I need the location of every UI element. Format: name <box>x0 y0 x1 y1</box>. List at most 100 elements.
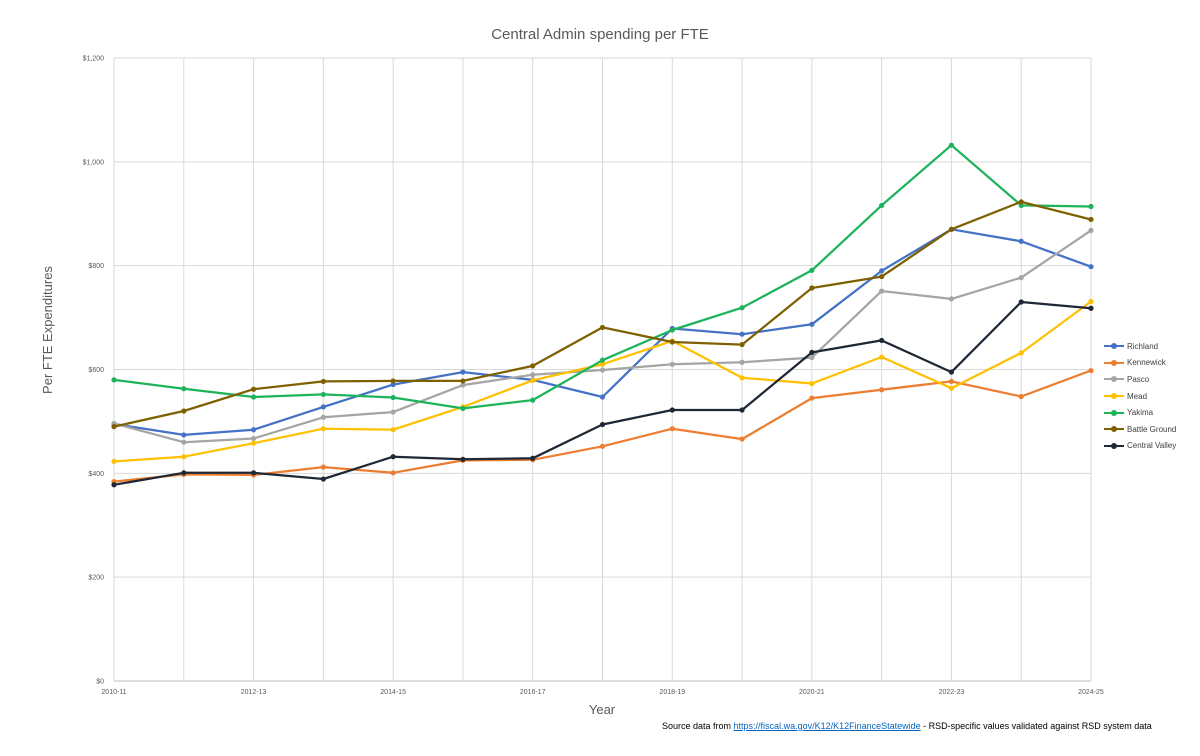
legend-item: Kennewick <box>1104 355 1176 372</box>
data-point <box>948 378 955 385</box>
legend-item: Mead <box>1104 388 1176 405</box>
legend-label: Richland <box>1127 341 1159 351</box>
legend-swatch <box>1104 425 1124 433</box>
data-point <box>181 386 187 392</box>
data-point <box>460 456 466 462</box>
x-tick-label: 2010-11 <box>101 689 126 696</box>
legend-swatch <box>1104 342 1124 350</box>
data-point <box>320 464 326 470</box>
axis-layer: $0 $200 $400 $600 $800 $1,000 $1,200 2010-11 201… <box>83 56 1104 697</box>
x-tick-label: 2014-15 <box>380 689 406 696</box>
source-footer: Source data from https://fiscal.wa.gov/K… <box>662 721 1152 731</box>
legend-swatch <box>1104 392 1124 400</box>
data-point <box>1018 238 1024 244</box>
data-point <box>1088 305 1094 311</box>
data-point <box>739 375 745 381</box>
y-tick-label: $800 <box>88 263 104 270</box>
data-point <box>599 443 606 449</box>
data-point <box>669 339 675 345</box>
legend-label: Kennewick <box>1127 358 1166 368</box>
data-point <box>809 349 815 355</box>
data-point <box>460 405 466 412</box>
data-point <box>809 380 815 387</box>
data-point <box>1088 264 1094 270</box>
y-tick-label: $1,200 <box>83 56 105 63</box>
data-point <box>111 424 117 430</box>
data-point <box>599 367 606 373</box>
data-point <box>948 369 955 375</box>
data-point <box>530 397 536 403</box>
data-point <box>809 267 815 273</box>
data-point <box>1018 299 1024 305</box>
x-tick-label: 2020-21 <box>799 689 825 696</box>
data-point <box>948 226 955 232</box>
legend-label: Mead <box>1127 391 1148 401</box>
data-point <box>669 327 675 333</box>
data-point <box>181 470 187 476</box>
x-tick-label: 2012-13 <box>241 689 267 696</box>
data-point <box>1088 203 1094 210</box>
legend-swatch <box>1104 375 1124 383</box>
data-point <box>390 394 396 401</box>
source-link[interactable]: https://fiscal.wa.gov/K12/K12FinanceStat… <box>733 721 921 731</box>
data-point <box>879 202 885 209</box>
data-point <box>390 470 396 476</box>
data-point <box>739 331 745 337</box>
data-point <box>879 337 885 344</box>
footer-prefix: Source data from <box>662 721 734 731</box>
legend-label: Central Valley <box>1127 441 1177 451</box>
data-point <box>390 378 396 384</box>
legend-item: Yakima <box>1104 404 1176 421</box>
data-point <box>599 361 606 367</box>
data-point <box>250 394 257 400</box>
legend-swatch <box>1104 409 1124 417</box>
y-tick-label: $0 <box>96 679 104 686</box>
footer-suffix: - RSD-specific values validated against … <box>920 721 1152 731</box>
data-point <box>390 454 396 460</box>
legend-label: Battle Ground <box>1127 424 1177 434</box>
data-point <box>739 305 745 311</box>
legend-item: Richland <box>1104 338 1176 355</box>
data-point <box>599 421 606 428</box>
data-point <box>530 372 536 378</box>
data-point <box>320 391 326 398</box>
data-point <box>250 440 257 446</box>
data-point <box>250 435 257 442</box>
y-tick-label: $200 <box>88 575 104 582</box>
data-point <box>1018 202 1024 209</box>
legend-label: Pasco <box>1127 374 1150 384</box>
data-point <box>948 142 955 148</box>
data-point <box>739 359 745 365</box>
x-tick-label: 2022-23 <box>939 689 965 696</box>
data-point <box>809 354 815 361</box>
data-point <box>250 386 257 392</box>
data-point <box>879 273 885 280</box>
data-point <box>320 414 326 420</box>
data-point <box>669 426 675 432</box>
data-point <box>739 407 745 413</box>
data-point <box>1088 227 1094 233</box>
data-point <box>111 482 117 488</box>
data-point <box>948 296 955 302</box>
data-point <box>739 436 745 442</box>
data-point <box>739 341 745 348</box>
data-point <box>390 409 396 415</box>
data-point <box>1018 350 1024 356</box>
data-point <box>879 288 885 294</box>
legend-item: Pasco <box>1104 371 1176 388</box>
data-point <box>669 407 675 413</box>
data-point <box>879 354 885 360</box>
x-axis-label: Year <box>588 702 616 717</box>
data-point <box>460 378 466 384</box>
series-layer <box>111 142 1094 488</box>
x-tick-label: 2018-19 <box>659 689 685 696</box>
x-tick-label: 2016-17 <box>520 689 546 696</box>
data-point <box>599 324 606 331</box>
data-point <box>1088 298 1094 305</box>
x-tick-label: 2024-25 <box>1078 689 1104 696</box>
data-point <box>390 381 396 388</box>
data-point <box>1088 367 1094 374</box>
data-point <box>1018 199 1024 205</box>
data-point <box>181 408 187 414</box>
